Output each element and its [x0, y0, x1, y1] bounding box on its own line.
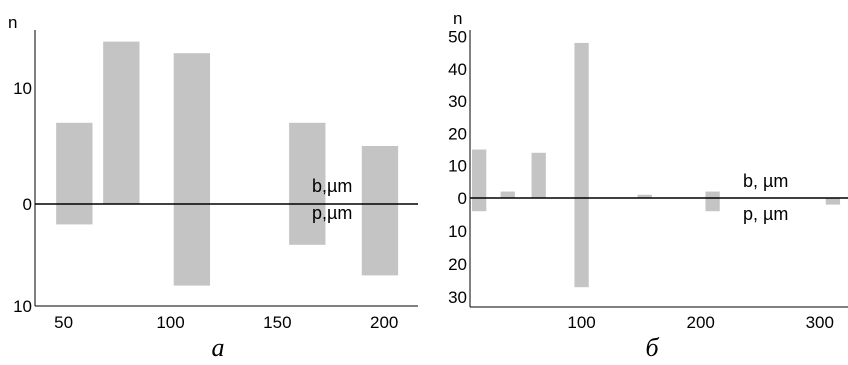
chart-2-bar-lower-4 — [574, 198, 589, 288]
chart-1-x-tick-2: 100 — [156, 313, 184, 332]
chart-1-y-tick-lower-1: 10 — [13, 297, 32, 316]
chart-1-bar-lower-1 — [56, 204, 93, 225]
chart-2-caption: б — [645, 333, 659, 362]
chart-2-y-axis-label: n — [453, 9, 462, 28]
chart-2-x-tick-2: 200 — [687, 313, 715, 332]
chart-2-y-tick-upper-2: 20 — [448, 124, 467, 143]
chart-1-x-tick-3: 150 — [263, 313, 291, 332]
chart-2-bar-lower-6 — [705, 198, 720, 212]
chart-2-y-tick-lower-2: 20 — [448, 255, 467, 274]
chart-1-tick-zero: 0 — [23, 195, 32, 214]
chart-2-upper-axis-label: b, µm — [743, 171, 788, 191]
chart-2-lower-axis-label: p, µm — [743, 204, 788, 224]
chart-1-y-tick-upper-1: 10 — [13, 79, 32, 98]
chart-1-upper-axis-label: b,µm — [312, 176, 352, 196]
chart-1-bar-upper-3 — [173, 53, 211, 205]
chart-2-x-tick-3: 300 — [806, 313, 834, 332]
chart-2-bar-lower-1 — [472, 198, 487, 212]
chart-1-bar-upper-1 — [56, 122, 93, 204]
chart-2-bar-upper-1 — [472, 149, 487, 198]
chart-1-bar-upper-5 — [361, 146, 399, 204]
chart-2-bar-upper-3 — [531, 152, 546, 198]
chart-1-bar-lower-4 — [289, 204, 326, 245]
chart-1-x-tick-4: 200 — [370, 313, 398, 332]
chart-2-y-tick-upper-1: 10 — [448, 157, 467, 176]
chart-1-lower-axis-label: p,µm — [312, 203, 352, 223]
chart-2-bar-upper-2 — [500, 191, 515, 198]
chart-1-bar-lower-5 — [361, 204, 399, 276]
chart-1-bar-upper-2 — [103, 41, 140, 204]
chart-2-y-tick-upper-4: 40 — [448, 60, 467, 79]
chart-2-y-tick-lower-3: 30 — [448, 288, 467, 307]
chart-2-bar-upper-6 — [705, 191, 720, 198]
chart-2-x-tick-1: 100 — [567, 313, 595, 332]
chart-1-y-axis-label: n — [8, 13, 17, 32]
chart-1-bar-upper-4 — [289, 122, 326, 204]
chart-1-caption: a — [212, 333, 225, 362]
chart-2-tick-zero: 0 — [458, 189, 467, 208]
chart-2-y-tick-upper-3: 30 — [448, 92, 467, 111]
chart-2-bar-upper-5 — [637, 194, 652, 198]
chart-2-bar-lower-7 — [825, 198, 841, 205]
chart-2-y-tick-lower-1: 10 — [448, 222, 467, 241]
chart-1-x-tick-1: 50 — [54, 313, 73, 332]
chart-2-y-tick-upper-5: 50 — [448, 27, 467, 46]
chart-2-bar-upper-4 — [574, 42, 589, 198]
chart-1-bar-lower-3 — [173, 204, 211, 286]
